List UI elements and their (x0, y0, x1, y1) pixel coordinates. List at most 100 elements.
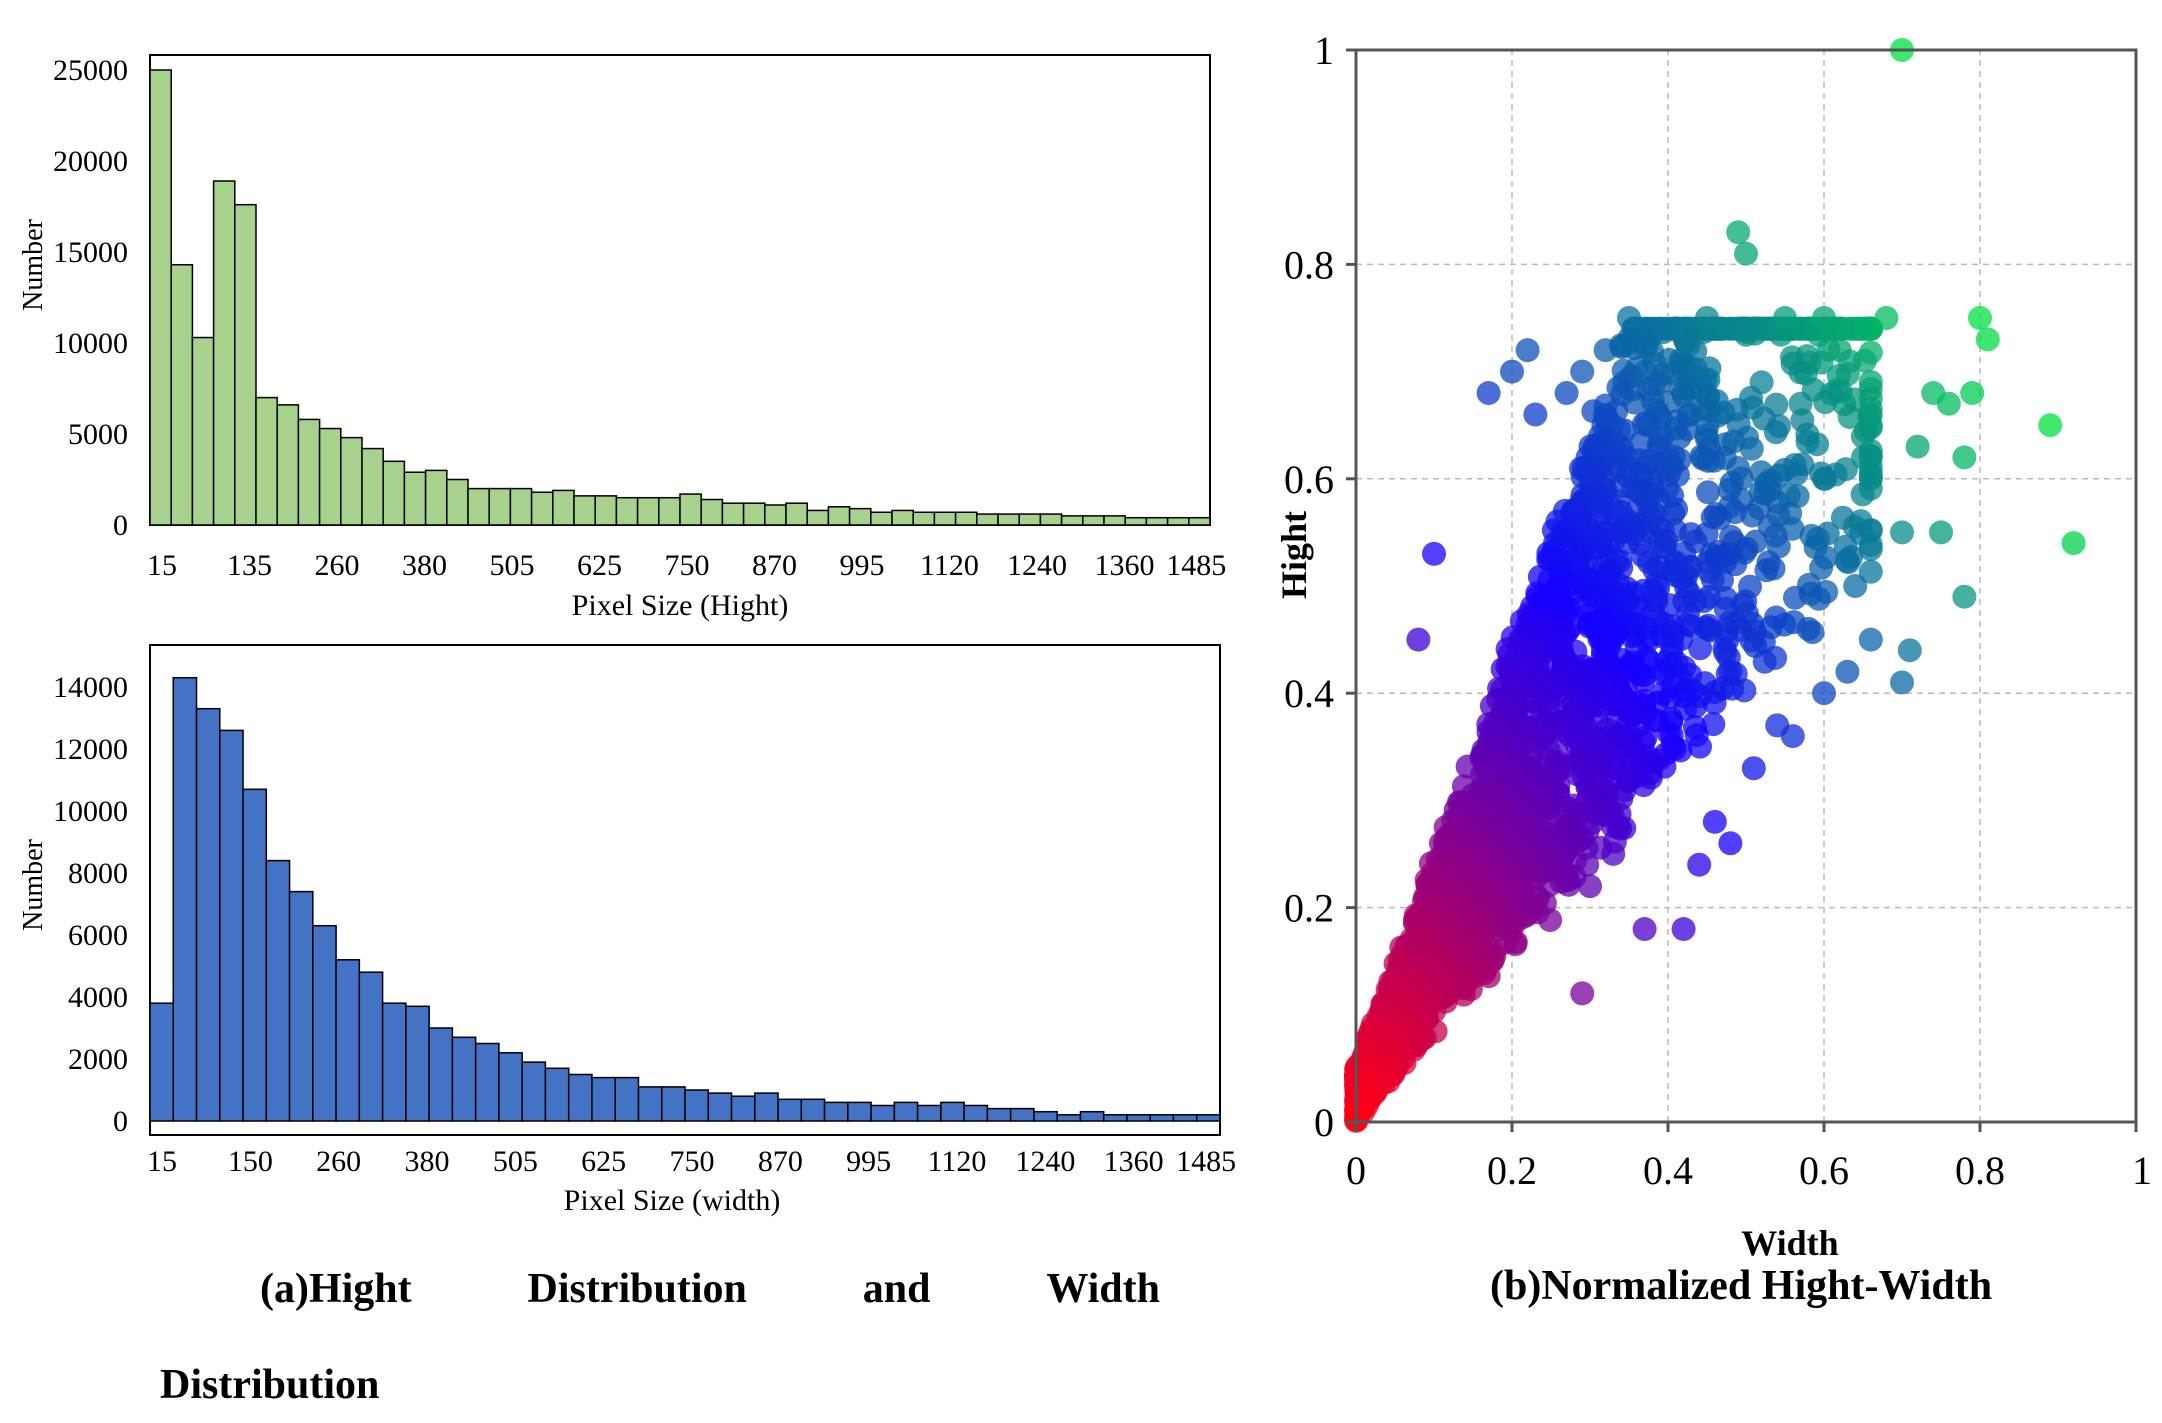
width-histogram-bar (1033, 1110, 1058, 1122)
scatter-point (1795, 429, 1820, 454)
width-histogram-bar (195, 707, 221, 1122)
height-histogram-xtick-label: 1485 (1166, 549, 1226, 582)
height-histogram-xtick-label: 870 (752, 549, 797, 582)
scatter-point (1687, 734, 1712, 759)
width-histogram-xtick-label: 505 (493, 1145, 538, 1178)
scatter-xtick-label: 1 (2132, 1148, 2152, 1193)
height-histogram-bar (488, 487, 512, 526)
scatter-point (1812, 466, 1836, 491)
scatter-point (1718, 831, 1743, 856)
height-histogram-bar (891, 509, 914, 526)
scatter-point (1827, 338, 1852, 363)
height-histogram-bar (806, 509, 830, 526)
width-histogram-bar (428, 1027, 454, 1122)
width-histogram-xtick-label: 260 (316, 1145, 361, 1178)
width-histogram-bar (1126, 1114, 1151, 1122)
caption-a-word-3: and (862, 1266, 931, 1312)
height-histogram-bar (785, 502, 808, 526)
height-histogram-bar (1166, 516, 1190, 526)
height-histogram-xtick-label: 15 (147, 549, 177, 582)
height-histogram-bar (467, 487, 490, 526)
scatter-point (1897, 638, 1922, 663)
width-histogram-xtick-label: 1360 (1104, 1145, 1164, 1178)
scatter-point (1960, 381, 1985, 406)
width-histogram-xlabel: Pixel Size (width) (564, 1184, 781, 1217)
scatter-point (1783, 585, 1808, 610)
height-histogram-bar (361, 447, 384, 526)
width-histogram-bar (893, 1101, 919, 1122)
scatter-point (1812, 306, 1836, 330)
scatter-point (1749, 370, 1774, 395)
height-histogram-bar (318, 427, 342, 526)
width-histogram-bar (707, 1092, 733, 1122)
width-histogram-bar (800, 1098, 826, 1122)
height-histogram-xtick-label: 995 (840, 549, 885, 582)
scatter-point (1905, 434, 1930, 459)
scatter-point (1803, 535, 1828, 560)
height-histogram-ytick-label: 5000 (68, 418, 128, 451)
width-histogram-ytick-label: 10000 (53, 795, 128, 828)
scatter-point (1570, 981, 1595, 1006)
height-histogram-bar (170, 263, 194, 526)
height-histogram-bar (1124, 516, 1148, 526)
width-histogram-xtick-label: 15 (147, 1145, 177, 1178)
width-histogram-ytick-label: 2000 (68, 1043, 128, 1076)
height-histogram-bar (954, 511, 978, 526)
scatter-point (1780, 351, 1805, 376)
height-histogram-bar (721, 502, 745, 526)
width-histogram-ytick-label: 4000 (68, 981, 128, 1014)
scatter-point (1858, 537, 1883, 562)
scatter-point (1702, 809, 1727, 834)
width-histogram-bar (288, 890, 314, 1122)
height-histogram-bar (255, 396, 278, 526)
scatter-point (1851, 445, 1875, 470)
scatter-point (1874, 306, 1899, 330)
width-histogram-ytick-label: 6000 (68, 919, 128, 952)
scatter-point (1788, 391, 1813, 416)
scatter-point (1700, 567, 1725, 592)
scatter-point (1523, 402, 1548, 427)
height-histogram-bar (700, 498, 724, 526)
height-histogram: 0 5000 10000 15000 20000 25000 15 135 260 380 505… (18, 54, 1226, 622)
scatter-point (1739, 436, 1764, 461)
scatter-point (1734, 241, 1758, 266)
height-histogram-bar (658, 496, 681, 526)
width-histogram-bar (777, 1098, 803, 1122)
height-histogram-ytick-label: 0 (113, 509, 128, 542)
width-histogram-xtick-label: 995 (846, 1145, 891, 1178)
height-histogram-xtick-label: 1360 (1095, 549, 1155, 582)
width-histogram-bar (451, 1036, 477, 1122)
height-histogram-bar (191, 336, 215, 526)
scatter-point (1830, 505, 1855, 530)
height-histogram-bar (764, 504, 787, 526)
scatter-point (1952, 584, 1977, 609)
hight-width-scatter: 00 0.2 0.2 0.4 0.4 0.6 0.6 0.8 0.8 1 1 Hight Width (1274, 28, 2152, 1260)
width-histogram-xtick-label: 1240 (1015, 1145, 1075, 1178)
scatter-point (1752, 649, 1777, 674)
scatter-point (1406, 627, 1431, 652)
width-histogram-bar (823, 1101, 849, 1122)
height-histogram-ylabel: Number (18, 218, 49, 310)
scatter-point (1773, 306, 1797, 330)
height-histogram-xtick-label: 625 (577, 549, 622, 582)
scatter-point (1968, 306, 1992, 330)
scatter-point (1695, 480, 1720, 505)
height-histogram-bar (424, 469, 448, 526)
scatter-point (1667, 425, 1692, 450)
width-histogram: 0 2000 4000 6000 8000 10000 12000 14000 15 150 26… (18, 644, 1236, 1217)
height-histogram-bar (446, 478, 469, 526)
scatter-ytick-label: 0.4 (1284, 671, 1334, 716)
scatter-ytick-label: 0 (1314, 1100, 1334, 1145)
scatter-point (1617, 306, 1641, 330)
height-histogram-bar (340, 436, 363, 526)
height-histogram-xtick-label: 505 (490, 549, 535, 582)
height-histogram-bar (403, 471, 427, 526)
width-histogram-bar (847, 1101, 872, 1122)
caption-b: (b)Normalized Hight-Width (1490, 1263, 1993, 1309)
scatter-point (1690, 446, 1715, 471)
scatter-xtick-label: 0.2 (1487, 1148, 1537, 1193)
width-histogram-bar (1195, 1114, 1221, 1122)
scatter-point (1593, 338, 1618, 363)
scatter-point (1952, 445, 1977, 470)
width-histogram-bar (1102, 1114, 1128, 1122)
